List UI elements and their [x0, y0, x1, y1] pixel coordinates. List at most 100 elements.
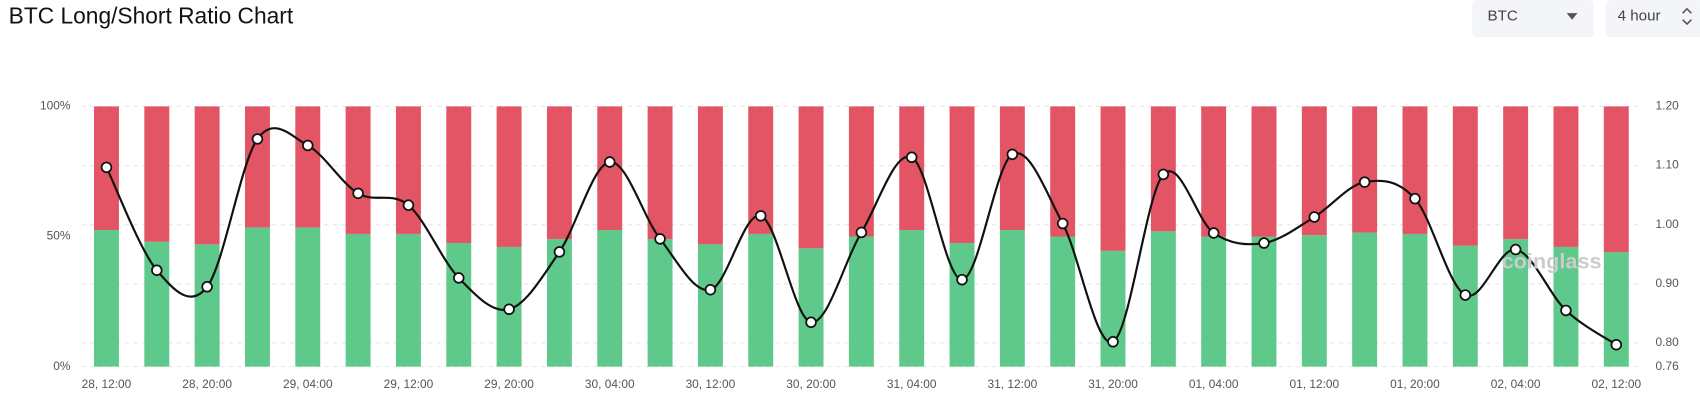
bar-segment: [597, 230, 623, 367]
bar-segment: [1201, 236, 1227, 367]
x-tick-label: 02, 04:00: [1491, 377, 1541, 391]
x-tick-label: 30, 04:00: [585, 377, 635, 391]
y2-tick-label: 1.20: [1656, 99, 1680, 113]
ratio-point: [302, 139, 314, 152]
y-tick-label: 100%: [40, 99, 71, 113]
bar-segment: [999, 230, 1025, 367]
ratio-point: [453, 272, 465, 284]
bar-segment: [446, 243, 472, 367]
ratio-point: [1459, 289, 1472, 301]
bar-segment: [94, 230, 119, 367]
bar-segment: [546, 106, 572, 240]
bar-segment: [295, 106, 321, 228]
bar-segment: [1503, 239, 1529, 367]
ratio-point: [956, 273, 968, 286]
x-tick-label: 31, 12:00: [988, 377, 1038, 391]
ratio-point: [1258, 237, 1270, 249]
bar-segment: [697, 106, 723, 245]
ratio-point: [553, 246, 566, 258]
chart-title: BTC Long/Short Ratio Chart: [9, 3, 294, 29]
x-tick-label: 29, 04:00: [283, 377, 333, 391]
ratio-point: [654, 233, 666, 245]
ratio-point: [1610, 339, 1623, 351]
x-tick-label: 30, 12:00: [686, 377, 736, 391]
bar-segment: [345, 106, 371, 234]
bar-segment: [1402, 233, 1428, 367]
x-tick-label: 28, 12:00: [82, 377, 132, 391]
bar-segment: [244, 106, 270, 228]
bar-segment: [1050, 106, 1076, 237]
bar-segment: [949, 243, 975, 367]
ratio-point: [905, 151, 918, 164]
bar-segment: [1150, 231, 1176, 367]
watermark: coinglass: [1502, 248, 1602, 273]
bar-segment: [798, 248, 824, 367]
bar-segment: [546, 239, 572, 367]
bar-segment: [1452, 106, 1478, 246]
bar-segment: [244, 227, 270, 367]
bar-segment: [1301, 235, 1327, 367]
x-tick-label: 29, 12:00: [384, 377, 434, 391]
bar-segment: [1251, 106, 1277, 237]
bar-segment: [446, 106, 472, 244]
bar-segment: [1100, 250, 1126, 367]
ratio-point: [100, 161, 113, 174]
plot-area: 0.76 0.80 0.90 1.00 1.10 1.20 0% 50% 100% 28, 12:…: [40, 99, 1679, 392]
x-tick-label: 29, 20:00: [484, 377, 534, 391]
x-tick-label: 31, 04:00: [887, 377, 937, 391]
y2-tick-label: 1.10: [1656, 158, 1680, 172]
interval-select-value[interactable]: 4 hour: [1618, 7, 1661, 24]
bar-segment: [295, 227, 321, 367]
bar-segment: [647, 239, 673, 367]
x-tick-label: 28, 20:00: [182, 377, 232, 391]
y-tick-label: 0%: [53, 359, 71, 373]
y2-tick-label: 0.76: [1656, 359, 1680, 373]
ratio-point: [855, 226, 868, 239]
bar-segment: [345, 233, 371, 367]
ratio-point: [151, 264, 163, 276]
bar-segment: [647, 106, 673, 240]
bar-segment: [1503, 106, 1529, 240]
ratio-point: [1157, 168, 1170, 181]
ratio-point: [704, 284, 717, 296]
bar-segment: [748, 233, 774, 367]
ratio-point: [503, 303, 515, 316]
ratio-point: [1560, 304, 1572, 317]
ratio-point: [604, 156, 616, 168]
ratio-point: [1056, 217, 1069, 230]
bar-segment: [1452, 245, 1478, 367]
ratio-point: [352, 187, 364, 200]
symbol-select[interactable]: [1472, 0, 1594, 38]
ratio-point: [402, 199, 415, 211]
bar-segment: [1352, 106, 1378, 233]
bar-segment: [798, 106, 824, 249]
bar-segment: [144, 106, 170, 242]
ratio-point: [1509, 243, 1522, 256]
bar-segment: [144, 241, 170, 367]
bar-segment: [949, 106, 975, 244]
bar-segment: [1553, 106, 1579, 247]
x-tick-label: 31, 20:00: [1088, 377, 1138, 391]
ratio-point: [251, 133, 264, 145]
ratio-point: [1207, 227, 1220, 239]
bar-segment: [194, 244, 220, 367]
x-tick-label: 01, 20:00: [1390, 377, 1440, 391]
x-tick-label: 01, 12:00: [1289, 377, 1339, 391]
bar-segment: [697, 244, 723, 367]
ratio-point: [1409, 192, 1421, 205]
ratio-point: [1107, 336, 1119, 348]
bar-segment: [1352, 232, 1378, 367]
y2-tick-label: 0.90: [1656, 276, 1680, 290]
ratio-point: [201, 281, 213, 293]
ratio-point: [805, 316, 817, 329]
x-tick-label: 01, 04:00: [1189, 377, 1239, 391]
interval-select[interactable]: [1605, 0, 1700, 38]
y2-tick-label: 0.80: [1656, 335, 1680, 349]
bar-segment: [1603, 106, 1629, 253]
dropdown-caret: [1566, 13, 1578, 20]
symbol-select-value[interactable]: BTC: [1488, 7, 1518, 24]
bar-segment: [1201, 106, 1227, 237]
ratio-point: [754, 210, 767, 222]
bar-segment: [496, 106, 522, 247]
